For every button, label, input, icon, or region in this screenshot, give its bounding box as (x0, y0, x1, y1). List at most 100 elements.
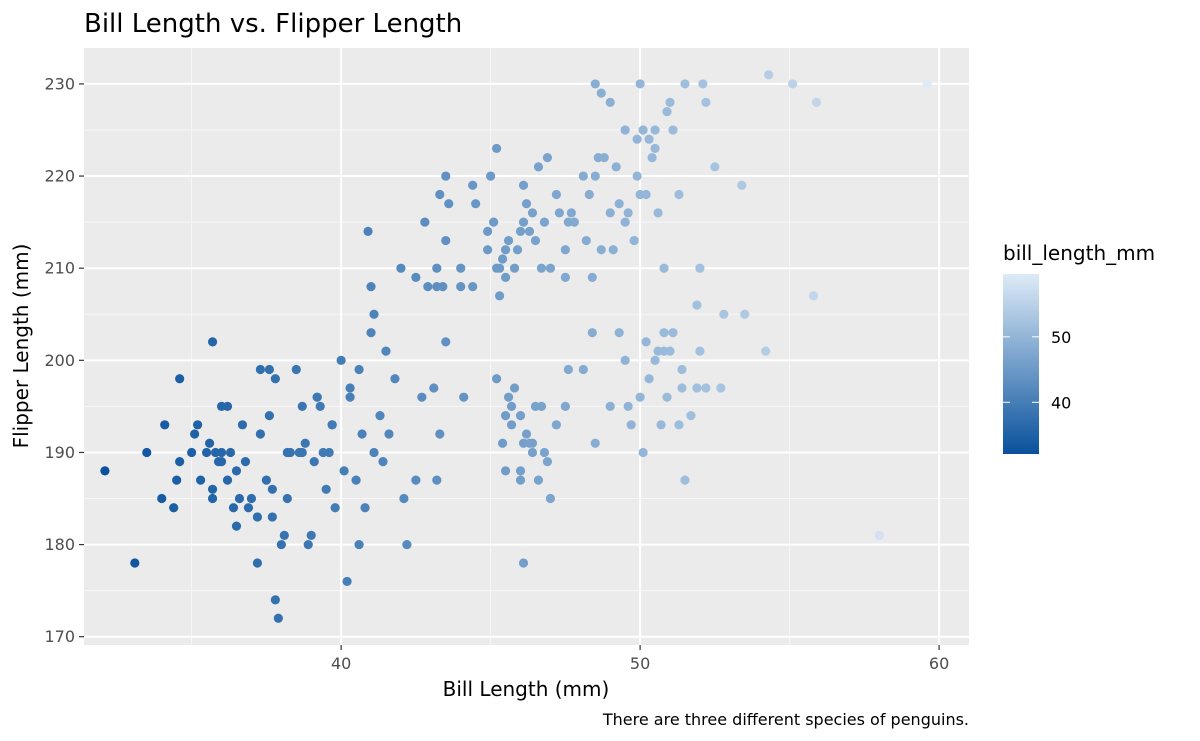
x-tick-label: 40 (331, 654, 351, 673)
data-point (650, 143, 660, 154)
data-point (187, 447, 197, 458)
data-point (560, 401, 570, 411)
data-point (596, 88, 606, 98)
data-point (662, 106, 672, 117)
data-point (584, 189, 594, 200)
data-point (787, 79, 798, 89)
data-point (444, 199, 454, 209)
data-point (204, 438, 215, 448)
data-point (536, 263, 547, 273)
data-point (515, 226, 526, 236)
data-point (175, 374, 185, 384)
y-tick-label: 220 (44, 167, 75, 186)
data-point (632, 134, 642, 144)
data-point (761, 346, 771, 356)
data-point (515, 410, 526, 421)
data-point (270, 595, 280, 605)
data-point (641, 189, 651, 200)
data-point (536, 401, 547, 411)
data-point (695, 346, 705, 356)
data-point (716, 383, 726, 393)
data-point (677, 383, 687, 393)
data-point (659, 328, 669, 338)
data-point (130, 558, 140, 568)
data-point (411, 475, 421, 485)
data-point (530, 235, 541, 246)
data-point (483, 245, 493, 255)
data-point (492, 143, 502, 154)
data-point (500, 466, 511, 476)
data-point (291, 364, 301, 375)
data-point (357, 429, 367, 439)
data-point (653, 208, 663, 218)
data-point (354, 364, 364, 375)
data-point (456, 282, 466, 292)
legend-tick-label: 40 (1051, 393, 1071, 412)
data-point (710, 162, 720, 172)
y-axis: 170 180 190 200 210 220 230 (44, 74, 84, 646)
data-point (267, 484, 277, 494)
data-point (518, 217, 529, 227)
data-point (228, 503, 239, 513)
data-point (303, 539, 313, 550)
data-point (255, 429, 266, 439)
data-point (193, 420, 203, 430)
data-point (222, 475, 233, 485)
data-point (500, 245, 511, 255)
data-point (390, 374, 400, 384)
data-point (560, 272, 570, 283)
data-point (492, 374, 502, 384)
data-point (497, 254, 508, 264)
data-point (764, 70, 774, 80)
data-point (578, 364, 588, 375)
data-point (647, 153, 657, 163)
data-point (500, 410, 511, 421)
data-point (330, 503, 340, 513)
data-point (659, 263, 669, 273)
chart-caption: There are three different species of pen… (602, 710, 969, 729)
data-point (369, 447, 379, 458)
data-point (366, 282, 376, 292)
data-point (201, 447, 212, 458)
data-point (623, 401, 633, 411)
data-point (384, 429, 394, 439)
data-point (545, 263, 556, 273)
data-point (680, 475, 690, 485)
data-point (542, 457, 553, 467)
data-point (554, 208, 564, 218)
data-point (611, 162, 621, 172)
plot-panel (84, 48, 969, 645)
color-legend: bill_length_mm 40 50 (1003, 241, 1155, 454)
data-point (429, 383, 439, 393)
data-point (599, 153, 609, 163)
data-point (656, 420, 666, 430)
legend-ticks: 40 50 (1003, 328, 1071, 412)
data-point (318, 447, 328, 458)
data-point (521, 429, 532, 439)
data-point (668, 125, 678, 135)
data-point (441, 171, 451, 181)
data-point (423, 282, 433, 292)
data-point (632, 171, 642, 181)
data-point (620, 355, 630, 365)
data-point (459, 392, 469, 402)
data-point (659, 346, 669, 356)
data-point (381, 346, 391, 356)
data-point (590, 438, 600, 448)
data-point (297, 447, 307, 458)
data-point (489, 217, 499, 227)
data-point (644, 134, 654, 144)
data-point (614, 328, 624, 338)
data-point (402, 539, 412, 550)
data-point (740, 309, 750, 319)
data-point (569, 217, 579, 227)
data-point (264, 410, 274, 421)
data-point (190, 429, 200, 439)
data-point (175, 457, 185, 467)
data-point (533, 475, 544, 485)
data-point (698, 79, 708, 89)
data-point (169, 503, 179, 513)
data-point (692, 383, 702, 393)
data-point (468, 282, 478, 292)
data-point (468, 180, 478, 190)
